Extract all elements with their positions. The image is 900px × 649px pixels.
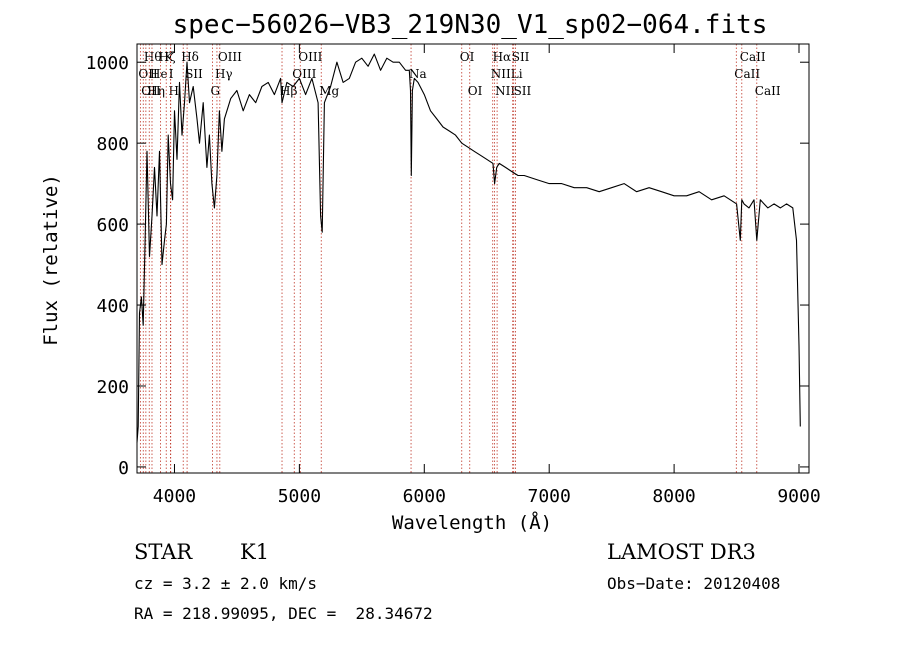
- observation-date: Obs−Date: 20120408: [607, 574, 781, 593]
- line-marker-label: Na: [409, 67, 427, 81]
- survey-name: LAMOST DR3: [607, 540, 756, 564]
- y-tick-label: 800: [96, 134, 129, 155]
- line-marker-label: OI: [460, 50, 475, 64]
- line-marker-label: Hβ: [280, 84, 297, 98]
- line-marker-label: Hθ: [144, 50, 162, 64]
- line-marker-label: SII: [185, 67, 203, 81]
- x-tick-label: 6000: [403, 486, 446, 507]
- line-markers: OIIOIIHθHηHeHζKHIHδSIIGHγOIIIHβOIIIOIIIM…: [138, 44, 781, 473]
- y-axis-label: Flux (relative): [40, 174, 62, 346]
- line-marker-label: He: [150, 67, 168, 81]
- y-tick-label: 0: [118, 458, 129, 479]
- spectrum-series: [136, 53, 801, 443]
- line-marker-label: K: [164, 50, 174, 64]
- line-marker-label: OI: [468, 84, 483, 98]
- line-marker-label: OIII: [218, 50, 242, 64]
- chart-title: spec−56026−VB3_219N30_V1_sp02−064.fits: [173, 10, 768, 40]
- x-axis-ticks: 4000 5000 6000 7000 8000 9000: [153, 44, 821, 507]
- object-class: STAR: [134, 540, 193, 564]
- line-marker-label: NII: [495, 84, 515, 98]
- line-marker-label: SII: [512, 50, 530, 64]
- line-marker-label: OIII: [292, 67, 316, 81]
- y-tick-label: 400: [96, 296, 129, 317]
- line-marker-label: G: [210, 84, 220, 98]
- line-marker-label: H: [168, 84, 178, 98]
- x-axis-label: Wavelength (Å): [392, 511, 552, 534]
- line-marker-label: Hγ: [215, 67, 233, 81]
- line-marker-label: OIII: [298, 50, 322, 64]
- line-marker-label: Hη: [147, 84, 165, 98]
- line-marker-label: OII: [138, 67, 158, 81]
- x-tick-label: 4000: [153, 486, 196, 507]
- line-marker-label: I: [169, 67, 174, 81]
- line-marker-label: NII: [491, 67, 511, 81]
- x-tick-label: 5000: [278, 486, 321, 507]
- ra-dec-coordinates: RA = 218.99095, DEC = 28.34672: [134, 604, 433, 623]
- plot-frame: [136, 43, 810, 474]
- line-marker-label: Hδ: [181, 50, 199, 64]
- line-marker-label: Hα: [493, 50, 512, 64]
- y-axis-ticks: 0 200 400 600 800 1000: [86, 53, 809, 479]
- line-marker-label: CaII: [740, 50, 766, 64]
- redshift-cz: cz = 3.2 ± 2.0 km/s: [134, 574, 318, 593]
- line-marker-label: Li: [511, 67, 523, 81]
- line-marker-label: CaII: [734, 67, 760, 81]
- x-tick-label: 9000: [777, 486, 820, 507]
- object-subclass: K1: [240, 540, 270, 564]
- x-tick-label: 8000: [652, 486, 695, 507]
- line-marker-label: SII: [514, 84, 532, 98]
- line-marker-label: Hζ: [159, 50, 176, 64]
- y-tick-label: 600: [96, 215, 129, 236]
- line-marker-label: CaII: [755, 84, 781, 98]
- y-tick-label: 200: [96, 377, 129, 398]
- x-tick-label: 7000: [528, 486, 571, 507]
- y-tick-label: 1000: [86, 53, 129, 74]
